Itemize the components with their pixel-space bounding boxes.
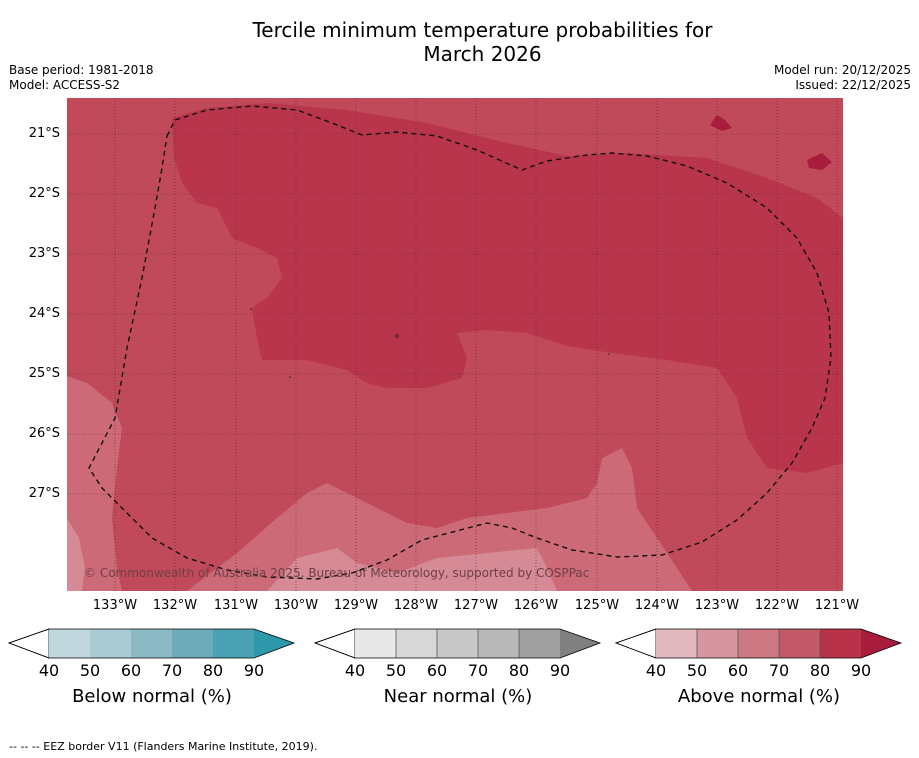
- lon-label-132: 132°W: [152, 598, 198, 613]
- near-swatch-dividers: [395, 629, 520, 658]
- below-tick-60: 60: [120, 661, 142, 680]
- above-swatch-70: [779, 629, 820, 658]
- below-tick-80: 80: [202, 661, 224, 680]
- lon-label-122: 122°W: [754, 598, 800, 613]
- lon-label-124: 124°W: [634, 598, 680, 613]
- above-colorbar-high-arrow: [861, 629, 901, 658]
- below-tick-40: 40: [38, 661, 60, 680]
- eez-border: [88, 105, 832, 580]
- island-2: [250, 308, 252, 310]
- near-swatch-60: [437, 629, 478, 658]
- above-tick-80: 80: [809, 661, 831, 680]
- region-90-spot-1: [710, 115, 732, 131]
- lon-label-128: 128°W: [393, 598, 439, 613]
- island-1: [395, 334, 399, 338]
- near-normal-colorbar: [314, 628, 602, 659]
- above-swatch-dividers: [696, 629, 821, 658]
- model-run: Model run: 20/12/2025: [773, 63, 911, 77]
- near-swatch-40: [355, 629, 396, 658]
- above-tick-70: 70: [768, 661, 790, 680]
- region-70-west: [67, 376, 122, 591]
- below-colorbar-high-arrow: [254, 629, 294, 658]
- lon-label-125: 125°W: [574, 598, 620, 613]
- lat-label-23: 23°S: [28, 246, 60, 261]
- above-swatch-40: [656, 629, 697, 658]
- near-colorbar-low-arrow: [314, 628, 356, 659]
- near-colorbar-outline: [314, 628, 602, 659]
- issued-date: Issued: 22/12/2025: [795, 78, 911, 92]
- below-tick-90: 90: [243, 661, 265, 680]
- near-colorbar-high-arrow: [560, 629, 600, 658]
- above-swatch-80: [820, 629, 861, 658]
- lat-label-25: 25°S: [28, 366, 60, 381]
- near-tick-60: 60: [426, 661, 448, 680]
- left-metadata: Base period: 1981-2018 Model: ACCESS-S2: [9, 63, 154, 93]
- below-colorbar-outline: [8, 628, 296, 659]
- base-period: Base period: 1981-2018: [9, 63, 154, 77]
- below-swatch-80: [213, 629, 254, 658]
- near-normal-label: Near normal (%): [383, 686, 533, 707]
- near-tick-70: 70: [467, 661, 489, 680]
- below-normal-colorbar: [8, 628, 296, 659]
- above-normal-colorbar: [615, 628, 903, 659]
- title-line-1: Tercile minimum temperature probabilitie…: [252, 18, 713, 42]
- near-tick-40: 40: [344, 661, 366, 680]
- graticule: [67, 98, 843, 591]
- near-swatch-80: [519, 629, 560, 658]
- above-tick-60: 60: [727, 661, 749, 680]
- copyright-notice: © Commonwealth of Australia 2025, Bureau…: [84, 566, 590, 580]
- lon-label-133: 133°W: [92, 598, 138, 613]
- above-swatch-50: [697, 629, 738, 658]
- region-60-west: [67, 518, 85, 591]
- map-title: Tercile minimum temperature probabilitie…: [0, 18, 919, 66]
- island-4: [608, 353, 610, 355]
- near-swatch-70: [478, 629, 519, 658]
- probability-map: [67, 98, 843, 591]
- above-colorbar-low-arrow: [615, 628, 657, 659]
- near-tick-50: 50: [385, 661, 407, 680]
- title-line-2: March 2026: [423, 42, 542, 66]
- lat-label-27: 27°S: [28, 486, 60, 501]
- above-normal-label: Above normal (%): [677, 686, 841, 707]
- below-tick-50: 50: [79, 661, 101, 680]
- region-80-core: [172, 103, 843, 473]
- below-tick-70: 70: [161, 661, 183, 680]
- lon-label-121: 121°W: [814, 598, 860, 613]
- lon-label-131: 131°W: [213, 598, 259, 613]
- above-colorbar-outline: [615, 628, 903, 659]
- below-swatch-70: [172, 629, 213, 658]
- above-tick-90: 90: [850, 661, 872, 680]
- near-tick-80: 80: [508, 661, 530, 680]
- right-metadata: Model run: 20/12/2025 Issued: 22/12/2025: [774, 63, 911, 93]
- above-swatch-60: [738, 629, 779, 658]
- lon-label-126: 126°W: [513, 598, 559, 613]
- eez-footnote: -- -- -- EEZ border V11 (Flanders Marine…: [9, 740, 318, 753]
- region-90-spot-2: [807, 153, 832, 170]
- lon-label-123: 123°W: [694, 598, 740, 613]
- above-tick-40: 40: [645, 661, 667, 680]
- below-swatch-60: [131, 629, 172, 658]
- near-swatch-50: [396, 629, 437, 658]
- lon-label-127: 127°W: [453, 598, 499, 613]
- region-60-south: [267, 548, 557, 591]
- near-tick-90: 90: [549, 661, 571, 680]
- lon-label-129: 129°W: [333, 598, 379, 613]
- below-swatch-50: [90, 629, 131, 658]
- below-normal-label: Below normal (%): [72, 686, 232, 707]
- below-swatch-40: [49, 629, 90, 658]
- model-name: Model: ACCESS-S2: [9, 78, 121, 92]
- below-colorbar-low-arrow: [8, 628, 50, 659]
- lat-label-26: 26°S: [28, 426, 60, 441]
- lon-label-130: 130°W: [273, 598, 319, 613]
- lat-label-22: 22°S: [28, 186, 60, 201]
- above-tick-50: 50: [686, 661, 708, 680]
- lat-label-21: 21°S: [28, 126, 60, 141]
- island-3: [289, 376, 291, 378]
- lat-label-24: 24°S: [28, 306, 60, 321]
